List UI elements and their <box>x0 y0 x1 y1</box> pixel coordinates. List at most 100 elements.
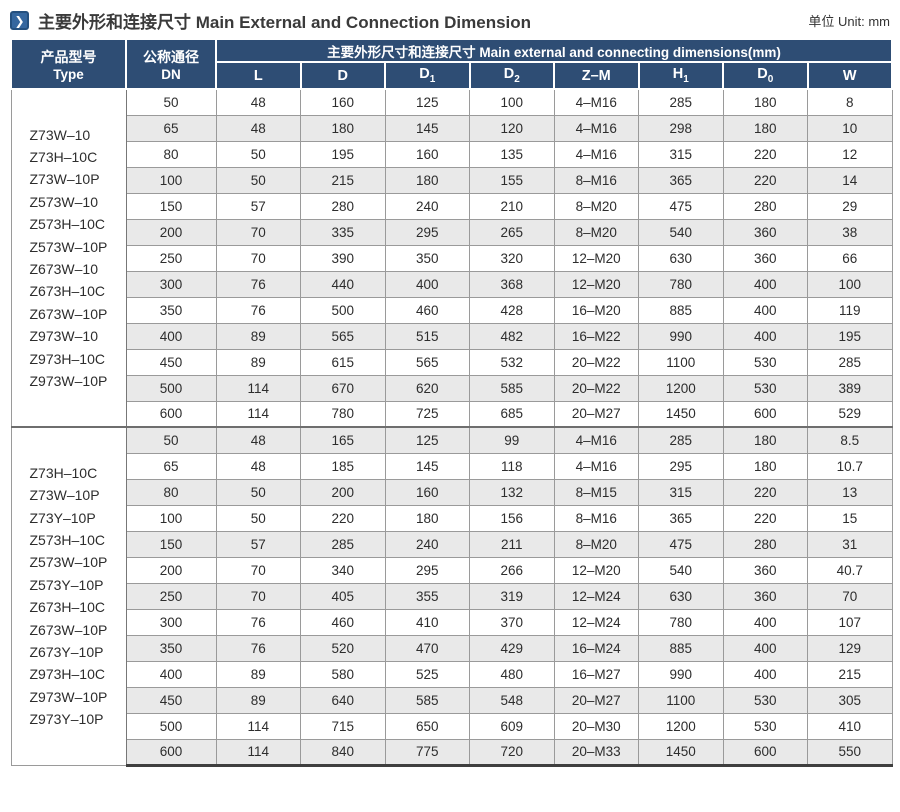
cell-d0: 360 <box>722 556 808 584</box>
cell-d: 340 <box>300 556 386 584</box>
cell-l: 48 <box>215 88 301 116</box>
cell-w: 66 <box>807 244 893 272</box>
cell-l: 89 <box>215 686 301 714</box>
cell-dn: 350 <box>125 296 217 324</box>
cell-d0: 280 <box>722 192 808 220</box>
cell-d2: 482 <box>469 322 555 350</box>
cell-d: 180 <box>300 114 386 142</box>
cell-w: 29 <box>807 192 893 220</box>
table-row: 400 89 565 515 482 16–M22 990 400 195 <box>11 322 893 350</box>
cell-d1: 565 <box>384 348 470 376</box>
cell-d2: 368 <box>469 270 555 298</box>
cell-l: 114 <box>215 712 301 740</box>
cell-h1: 285 <box>638 88 724 116</box>
column-header-dn: 公称通径 DN <box>125 38 217 90</box>
column-header-d: D <box>299 61 386 90</box>
column-header-w: W <box>806 61 893 90</box>
cell-d2: 132 <box>469 478 555 506</box>
cell-h1: 315 <box>638 478 724 506</box>
cell-h1: 780 <box>638 608 724 636</box>
cell-d: 580 <box>300 660 386 688</box>
cell-w: 15 <box>807 504 893 532</box>
cell-w: 13 <box>807 478 893 506</box>
cell-z-m: 4–M16 <box>553 114 639 142</box>
cell-d2: 211 <box>469 530 555 558</box>
table-header: 产品型号 Type 公称通径 DN 主要外形尺寸和连接尺寸 Main exter… <box>10 38 893 90</box>
table-row: 100 50 220 180 156 8–M16 365 220 15 <box>11 504 893 532</box>
cell-l: 70 <box>215 244 301 272</box>
cell-d2: 135 <box>469 140 555 168</box>
table-row: 65 48 180 145 120 4–M16 298 180 10 <box>11 114 893 142</box>
cell-d2: 428 <box>469 296 555 324</box>
cell-d2: 118 <box>469 452 555 480</box>
cell-d2: 685 <box>469 400 555 428</box>
sub-header-row: L D D1 D2 Z–M H1 D0 W <box>11 61 893 90</box>
cell-z-m: 4–M16 <box>553 426 639 454</box>
cell-d: 215 <box>300 166 386 194</box>
cell-d0: 400 <box>722 608 808 636</box>
table-row: 150 57 285 240 211 8–M20 475 280 31 <box>11 530 893 558</box>
cell-h1: 295 <box>638 452 724 480</box>
cell-w: 529 <box>807 400 893 428</box>
cell-d: 185 <box>300 452 386 480</box>
cell-d0: 220 <box>722 140 808 168</box>
cell-l: 50 <box>215 140 301 168</box>
table-row: 500 114 715 650 609 20–M30 1200 530 410 <box>11 712 893 740</box>
type-model: Z573H–10C <box>29 532 106 549</box>
cell-z-m: 4–M16 <box>553 140 639 168</box>
cell-h1: 365 <box>638 166 724 194</box>
cell-d0: 180 <box>722 426 808 454</box>
cell-d0: 180 <box>722 114 808 142</box>
cell-dn: 150 <box>125 530 217 558</box>
cell-d1: 620 <box>384 374 470 402</box>
type-model: Z973W–10P <box>29 688 108 705</box>
cell-d1: 775 <box>384 738 470 767</box>
cell-d1: 350 <box>384 244 470 272</box>
table-row: 100 50 215 180 155 8–M16 365 220 14 <box>11 166 893 194</box>
cell-d0: 360 <box>722 582 808 610</box>
cell-dn: 250 <box>125 582 217 610</box>
cell-w: 215 <box>807 660 893 688</box>
dimensions-table: 产品型号 Type 公称通径 DN 主要外形尺寸和连接尺寸 Main exter… <box>10 38 893 767</box>
table-row: 500 114 670 620 585 20–M22 1200 530 389 <box>11 374 893 402</box>
cell-l: 50 <box>215 166 301 194</box>
cell-dn: 200 <box>125 218 217 246</box>
cell-dn: 350 <box>125 634 217 662</box>
cell-d1: 400 <box>384 270 470 298</box>
cell-d2: 609 <box>469 712 555 740</box>
cell-d: 565 <box>300 322 386 350</box>
cell-w: 100 <box>807 270 893 298</box>
cell-h1: 315 <box>638 140 724 168</box>
cell-h1: 1450 <box>638 400 724 428</box>
type-model: Z973H–10C <box>29 666 106 683</box>
cell-h1: 1100 <box>638 686 724 714</box>
cell-l: 89 <box>215 322 301 350</box>
cell-d1: 125 <box>384 88 470 116</box>
cell-dn: 500 <box>125 374 217 402</box>
cell-z-m: 8–M20 <box>553 192 639 220</box>
type-model: Z73W–10P <box>29 487 100 504</box>
table-row: 600 114 840 775 720 20–M33 1450 600 550 <box>11 738 893 767</box>
cell-d0: 600 <box>722 738 808 767</box>
table-row: 200 70 340 295 266 12–M20 540 360 40.7 <box>11 556 893 584</box>
cell-d: 160 <box>300 88 386 116</box>
cell-d2: 99 <box>469 426 555 454</box>
table-row: 250 70 390 350 320 12–M20 630 360 66 <box>11 244 893 272</box>
cell-d: 220 <box>300 504 386 532</box>
cell-dn: 450 <box>125 686 217 714</box>
cell-h1: 365 <box>638 504 724 532</box>
cell-w: 8 <box>807 88 893 116</box>
type-model: Z73Y–10P <box>29 509 96 526</box>
column-header-d1: D1 <box>384 61 471 90</box>
column-group-header: 主要外形尺寸和连接尺寸 Main external and connecting… <box>215 38 893 63</box>
cell-dn: 65 <box>125 114 217 142</box>
cell-w: 129 <box>807 634 893 662</box>
cell-d2: 120 <box>469 114 555 142</box>
cell-z-m: 16–M20 <box>553 296 639 324</box>
cell-dn: 100 <box>125 166 217 194</box>
cell-d: 615 <box>300 348 386 376</box>
cell-d2: 370 <box>469 608 555 636</box>
cell-w: 31 <box>807 530 893 558</box>
cell-d0: 220 <box>722 166 808 194</box>
cell-d1: 240 <box>384 530 470 558</box>
